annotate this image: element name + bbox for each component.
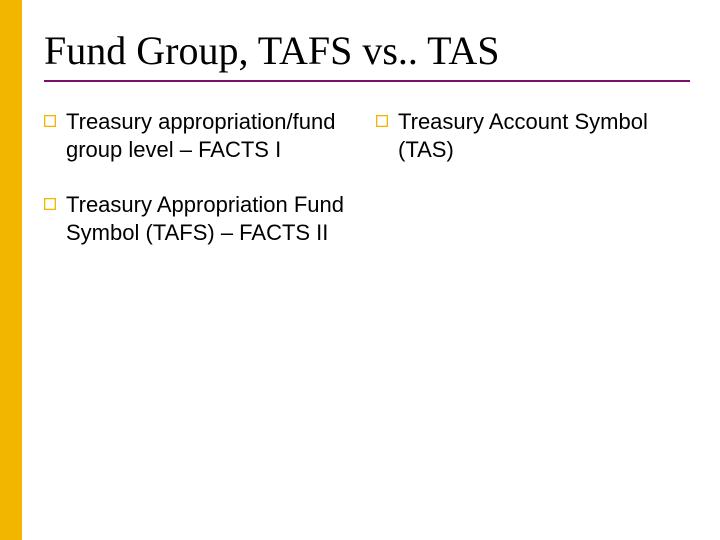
bullet-text: Treasury Account Symbol (TAS)	[398, 108, 690, 163]
square-bullet-icon	[44, 198, 56, 210]
title-underline	[44, 80, 690, 82]
left-column: Treasury appropriation/fund group level …	[44, 108, 358, 274]
accent-bar	[0, 0, 22, 540]
square-bullet-icon	[376, 115, 388, 127]
bullet-text: Treasury Appropriation Fund Symbol (TAFS…	[66, 191, 358, 246]
right-column: Treasury Account Symbol (TAS)	[376, 108, 690, 274]
page-title: Fund Group, TAFS vs.. TAS	[44, 28, 690, 74]
list-item: Treasury Appropriation Fund Symbol (TAFS…	[44, 191, 358, 246]
slide-body: Fund Group, TAFS vs.. TAS Treasury appro…	[22, 0, 720, 540]
list-item: Treasury appropriation/fund group level …	[44, 108, 358, 163]
bullet-text: Treasury appropriation/fund group level …	[66, 108, 358, 163]
content-columns: Treasury appropriation/fund group level …	[44, 108, 690, 274]
square-bullet-icon	[44, 115, 56, 127]
list-item: Treasury Account Symbol (TAS)	[376, 108, 690, 163]
